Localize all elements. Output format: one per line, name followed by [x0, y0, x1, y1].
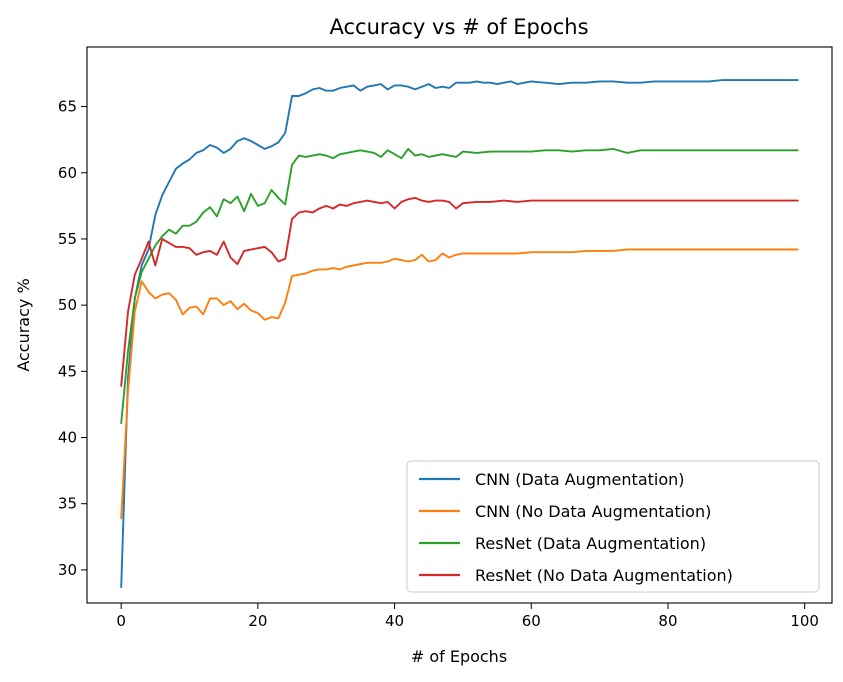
x-tick-label: 60	[522, 612, 541, 630]
series-line-2	[120, 248, 799, 520]
x-axis: 0 20 40 60 80 100	[116, 603, 819, 630]
series-lines	[120, 79, 799, 589]
x-tick-label: 20	[248, 612, 267, 630]
series-line-4	[120, 196, 799, 387]
legend-label: ResNet (No Data Augmentation)	[475, 566, 733, 585]
legend-label: CNN (Data Augmentation)	[475, 470, 685, 489]
x-tick-label: 100	[790, 612, 819, 630]
x-tick-label: 0	[116, 612, 126, 630]
y-tick-label: 35	[58, 495, 77, 513]
legend: CNN (Data Augmentation) CNN (No Data Augm…	[406, 460, 820, 593]
x-tick-label: 80	[658, 612, 677, 630]
y-tick-label: 40	[58, 429, 77, 447]
chart-title: Accuracy vs # of Epochs	[329, 15, 588, 39]
legend-label: ResNet (Data Augmentation)	[475, 534, 706, 553]
legend-label: CNN (No Data Augmentation)	[475, 502, 711, 521]
y-tick-label: 45	[58, 362, 77, 380]
x-tick-label: 40	[385, 612, 404, 630]
legend-frame	[406, 460, 820, 593]
series-line-1	[120, 79, 799, 589]
y-axis: 30 35 40 45 50 55 60 65	[58, 98, 87, 579]
y-axis-title: Accuracy %	[14, 278, 33, 371]
y-tick-label: 60	[58, 164, 77, 182]
x-axis-title: # of Epochs	[411, 647, 507, 666]
series-line-3	[120, 147, 799, 424]
y-tick-label: 65	[58, 98, 77, 116]
y-tick-label: 55	[58, 230, 77, 248]
y-tick-label: 50	[58, 296, 77, 314]
y-tick-label: 30	[58, 561, 77, 579]
plot-frame	[86, 46, 833, 604]
